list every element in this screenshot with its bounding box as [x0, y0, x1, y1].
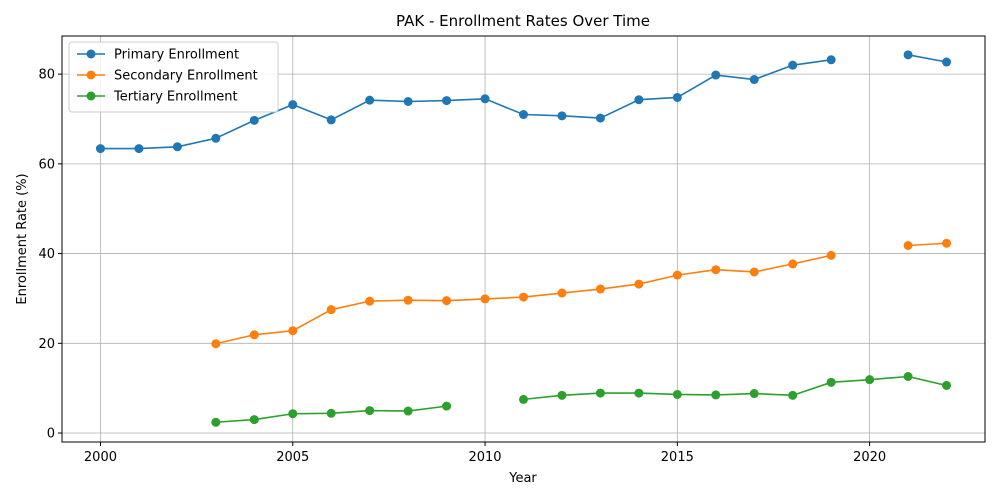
legend-label: Tertiary Enrollment — [113, 90, 238, 105]
data-point — [826, 250, 836, 260]
data-point — [672, 92, 682, 102]
data-point — [172, 142, 182, 152]
data-point — [288, 409, 298, 419]
data-point — [403, 96, 413, 106]
data-point — [557, 390, 567, 400]
legend-marker — [86, 91, 96, 101]
x-tick-label: 2010 — [468, 450, 501, 465]
data-point — [595, 284, 605, 294]
data-point — [134, 144, 144, 154]
data-point — [672, 270, 682, 280]
legend-marker — [86, 70, 96, 80]
data-point — [365, 296, 375, 306]
data-point — [595, 113, 605, 123]
data-point — [249, 330, 259, 340]
data-point — [557, 288, 567, 298]
legend-item: Primary Enrollment — [77, 48, 239, 63]
data-point — [326, 115, 336, 125]
legend-item: Secondary Enrollment — [77, 69, 258, 84]
data-point — [942, 380, 952, 390]
chart-title: PAK - Enrollment Rates Over Time — [396, 12, 650, 30]
y-tick-label: 20 — [38, 337, 55, 352]
legend-label: Secondary Enrollment — [114, 69, 258, 84]
data-point — [942, 57, 952, 67]
data-point — [903, 372, 913, 382]
x-tick-label: 2020 — [853, 450, 886, 465]
series-line — [100, 58, 832, 150]
legend-item: Tertiary Enrollment — [77, 90, 238, 105]
series-tertiary-enrollment — [211, 372, 952, 427]
data-point — [711, 70, 721, 80]
data-point — [403, 406, 413, 416]
data-point — [826, 377, 836, 387]
data-point — [249, 415, 259, 425]
data-point — [288, 326, 298, 336]
data-point — [442, 401, 452, 411]
data-point — [326, 408, 336, 418]
data-point — [480, 294, 490, 304]
data-point — [365, 406, 375, 416]
data-point — [595, 388, 605, 398]
y-axis-ticks: 0 20 40 60 80 — [38, 68, 62, 442]
y-tick-label: 40 — [38, 247, 55, 262]
series-line — [908, 242, 947, 247]
data-point — [519, 394, 528, 404]
data-point — [711, 390, 721, 400]
data-point — [519, 292, 528, 302]
data-point — [865, 375, 875, 385]
data-point — [634, 95, 644, 105]
series-secondary-enrollment — [211, 238, 952, 349]
legend-box — [68, 41, 279, 113]
plot-frame — [61, 35, 986, 443]
series-layer — [95, 50, 952, 427]
data-point — [480, 94, 490, 104]
legend-label: Primary Enrollment — [114, 48, 239, 63]
data-point — [942, 238, 952, 248]
data-point — [903, 50, 913, 60]
data-point — [95, 144, 105, 154]
y-tick-label: 0 — [47, 427, 55, 442]
data-point — [249, 115, 259, 125]
x-axis-label: Year — [508, 471, 537, 486]
data-point — [442, 96, 452, 106]
data-point — [788, 259, 798, 269]
legend-marker — [86, 49, 96, 59]
data-point — [826, 55, 836, 65]
data-point — [442, 296, 452, 306]
y-axis-label: Enrollment Rate (%) — [15, 173, 30, 304]
x-axis-ticks: 2000 2005 2010 2015 2020 — [84, 442, 886, 465]
data-point — [788, 60, 798, 70]
data-point — [749, 267, 759, 277]
data-point — [365, 95, 375, 105]
data-point — [634, 279, 644, 289]
x-tick-label: 2005 — [276, 450, 309, 465]
legend: Primary Enrollment Secondary Enrollment Te… — [68, 41, 279, 113]
series-line — [523, 375, 947, 401]
data-point — [672, 389, 682, 399]
data-point — [211, 417, 221, 427]
y-tick-label: 60 — [38, 157, 55, 172]
series-line — [907, 54, 947, 63]
data-point — [403, 295, 413, 305]
data-point — [788, 390, 798, 400]
x-tick-label: 2000 — [84, 450, 117, 465]
y-tick-label: 80 — [38, 68, 55, 83]
data-point — [903, 241, 913, 251]
data-point — [519, 110, 528, 120]
data-point — [211, 133, 221, 143]
data-point — [749, 75, 759, 85]
series-primary-enrollment — [95, 50, 952, 154]
x-tick-label: 2015 — [661, 450, 694, 465]
data-point — [326, 305, 336, 315]
data-point — [288, 100, 298, 110]
data-point — [634, 388, 644, 398]
data-point — [711, 265, 721, 275]
data-point — [749, 389, 759, 399]
data-point — [557, 111, 567, 121]
data-point — [211, 339, 221, 349]
